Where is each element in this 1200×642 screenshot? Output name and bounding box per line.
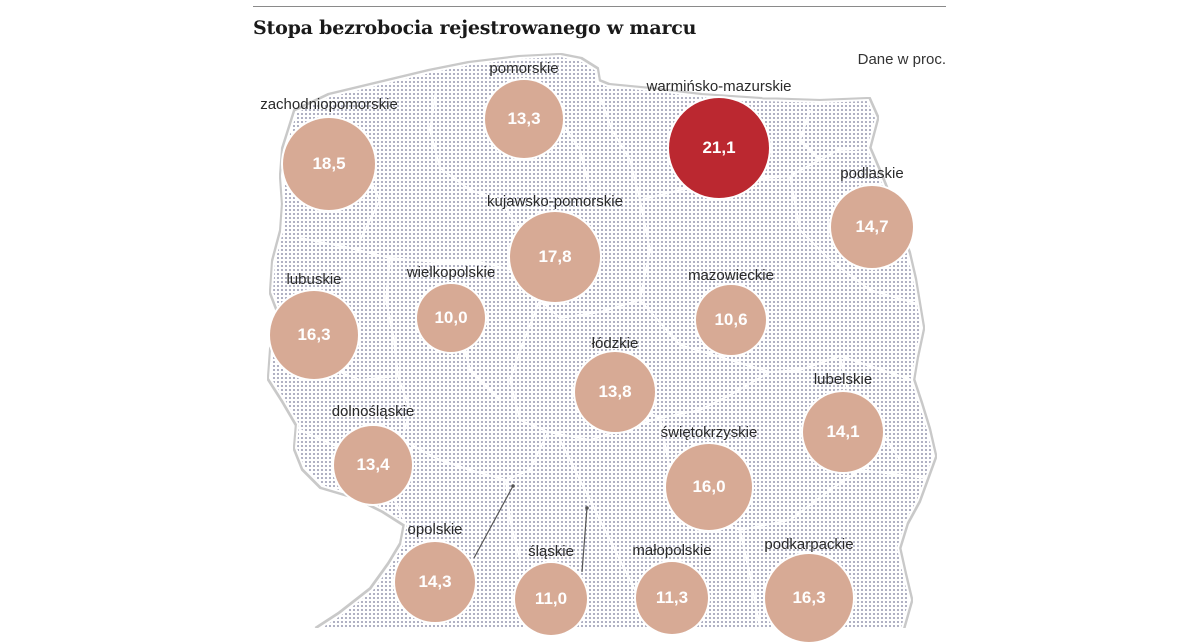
region-label-swietokrzyskie: świętokrzyskie bbox=[660, 424, 758, 441]
region-bubble-lodzkie: 13,8 bbox=[575, 352, 655, 432]
unit-note: Dane w proc. bbox=[857, 51, 946, 68]
region-bubble-malopolskie: 11,3 bbox=[636, 562, 708, 634]
region-label-kujawsko-pomorskie: kujawsko-pomorskie bbox=[487, 193, 623, 210]
region-label-lubelskie: lubelskie bbox=[813, 371, 873, 388]
region-label-zachodniopomorskie: zachodniopomorskie bbox=[260, 96, 398, 113]
chart-title: Stopa bezrobocia rejestrowanego w marcu bbox=[253, 17, 697, 39]
region-label-wielkopolskie: wielkopolskie bbox=[406, 264, 496, 281]
region-bubble-zachodniopomorskie: 18,5 bbox=[283, 118, 375, 210]
region-label-malopolskie: małopolskie bbox=[632, 542, 712, 559]
region-bubble-opolskie: 14,3 bbox=[395, 542, 475, 622]
region-bubble-wielkopolskie: 10,0 bbox=[417, 284, 485, 352]
region-bubble-podkarpackie: 16,3 bbox=[765, 554, 853, 642]
region-label-dolnoslaskie: dolnośląskie bbox=[331, 403, 415, 420]
region-label-slaskie: śląskie bbox=[528, 543, 574, 560]
opolskie-leader-dot bbox=[511, 484, 515, 488]
region-label-podlaskie: podlaskie bbox=[840, 165, 904, 182]
region-bubble-podlaskie: 14,7 bbox=[831, 186, 913, 268]
region-label-opolskie: opolskie bbox=[407, 521, 463, 538]
region-bubble-swietokrzyskie: 16,0 bbox=[666, 444, 752, 530]
region-bubble-pomorskie: 13,3 bbox=[485, 80, 563, 158]
region-bubble-lubuskie: 16,3 bbox=[270, 291, 358, 379]
opolskie-leader-line bbox=[473, 485, 514, 559]
region-label-mazowieckie: mazowieckie bbox=[688, 267, 774, 284]
region-label-lodzkie: łódzkie bbox=[591, 335, 639, 352]
top-rule bbox=[253, 6, 946, 7]
slaskie-leader-dot bbox=[585, 506, 589, 510]
region-bubble-dolnoslaskie: 13,4 bbox=[334, 426, 412, 504]
region-label-lubuskie: lubuskie bbox=[286, 271, 342, 288]
region-label-pomorskie: pomorskie bbox=[489, 60, 559, 77]
region-label-warminsko-mazurskie: warmińsko-mazurskie bbox=[646, 78, 792, 95]
poland-outline bbox=[268, 54, 936, 628]
slaskie-leader-line bbox=[581, 507, 588, 573]
region-bubble-kujawsko-pomorskie: 17,8 bbox=[510, 212, 600, 302]
poland-map bbox=[268, 54, 936, 628]
region-bubble-slaskie: 11,0 bbox=[515, 563, 587, 635]
region-bubble-warminsko-mazurskie: 21,1 bbox=[669, 98, 769, 198]
region-bubble-lubelskie: 14,1 bbox=[803, 392, 883, 472]
region-bubble-mazowieckie: 10,6 bbox=[696, 285, 766, 355]
region-label-podkarpackie: podkarpackie bbox=[764, 536, 854, 553]
